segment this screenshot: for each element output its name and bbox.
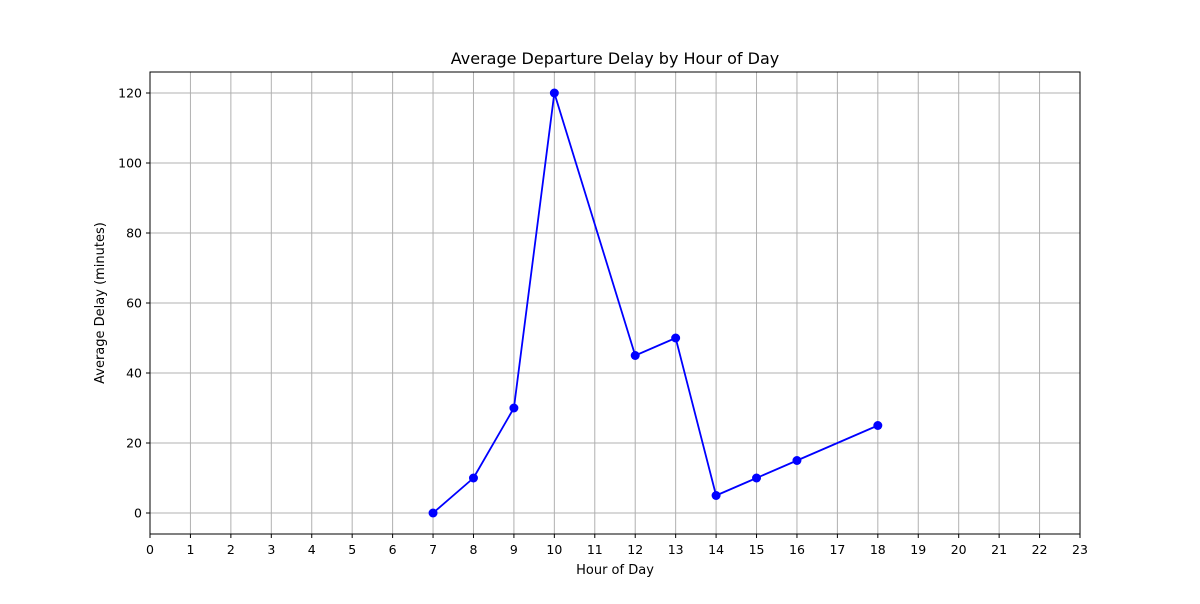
x-tick-label: 23 — [1072, 542, 1088, 557]
x-tick-label: 11 — [587, 542, 603, 557]
data-point — [752, 473, 762, 483]
x-tick-label: 18 — [870, 542, 886, 557]
y-axis-label: Average Delay (minutes) — [93, 222, 108, 384]
x-tick-label: 19 — [910, 542, 926, 557]
x-tick-label: 1 — [186, 542, 194, 557]
ticks: 0 1 2 3 4 5 6 7 8 9 10 11 12 13 14 15 16 17 18 19 20 21 22 2302… — [118, 86, 1088, 558]
x-tick-label: 0 — [146, 542, 154, 557]
x-tick-label: 7 — [429, 542, 437, 557]
data-point — [630, 351, 640, 360]
y-tick-label: 80 — [126, 226, 142, 241]
grid-lines — [149, 72, 1081, 534]
x-tick-label: 20 — [951, 542, 967, 557]
x-tick-label: 3 — [267, 542, 275, 557]
data-point — [549, 88, 559, 98]
y-tick-label: 120 — [118, 86, 142, 101]
x-tick-label: 2 — [227, 542, 235, 557]
x-tick-label: 21 — [991, 542, 1007, 557]
data-point — [711, 491, 721, 500]
chart-title: Average Departure Delay by Hour of Day — [451, 49, 779, 68]
x-tick-label: 10 — [546, 542, 562, 557]
x-axis-label: Hour of Day — [576, 563, 654, 578]
x-tick-label: 6 — [389, 542, 397, 557]
series-line — [432, 92, 879, 514]
series-layer — [428, 88, 883, 518]
x-tick-label: 8 — [470, 542, 478, 557]
y-tick-label: 20 — [126, 436, 142, 451]
x-tick-label: 4 — [308, 542, 316, 557]
x-tick-label: 22 — [1032, 542, 1048, 557]
y-tick-label: 100 — [118, 156, 142, 171]
x-tick-label: 12 — [627, 542, 643, 557]
data-point — [792, 456, 802, 465]
y-tick-label: 40 — [126, 366, 142, 381]
x-tick-label: 14 — [708, 542, 724, 557]
data-point — [873, 421, 883, 430]
x-tick-label: 16 — [789, 542, 805, 557]
data-point — [468, 473, 478, 483]
data-point — [509, 403, 519, 413]
y-tick-label: 60 — [126, 296, 142, 311]
x-tick-label: 15 — [749, 542, 765, 557]
y-tick-label: 0 — [134, 506, 142, 521]
data-point — [671, 333, 681, 343]
x-tick-label: 13 — [668, 542, 684, 557]
x-tick-label: 17 — [829, 542, 845, 557]
data-point — [428, 508, 438, 518]
x-tick-label: 9 — [510, 542, 518, 557]
x-tick-label: 5 — [348, 542, 356, 557]
